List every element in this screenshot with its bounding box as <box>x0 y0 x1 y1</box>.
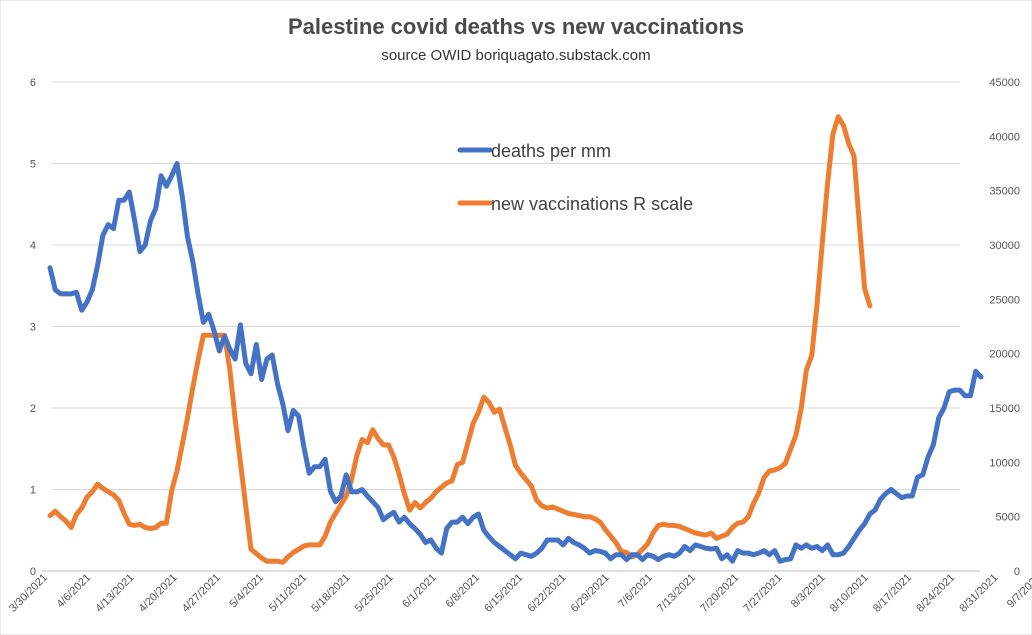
legend-label-deaths: deaths per mm <box>491 141 611 161</box>
chart-subtitle: source OWID boriquagato.substack.com <box>381 47 650 64</box>
series-line-deaths <box>47 161 984 564</box>
right-axis-tick-label: 35000 <box>989 186 1020 198</box>
left-axis-tick-label: 5 <box>30 159 36 171</box>
right-axis: 0 5000 10000 15000 20000 25000 30000 35000 40000… <box>989 77 1020 578</box>
left-axis-tick-label: 1 <box>30 485 36 497</box>
legend-label-vaccinations: new vaccinations R scale <box>491 194 693 214</box>
right-axis-tick-label: 45000 <box>989 77 1020 89</box>
right-axis-tick-label: 30000 <box>989 240 1020 252</box>
chart-title: Palestine covid deaths vs new vaccinatio… <box>288 14 744 39</box>
series-line-vaccinations <box>47 114 873 565</box>
left-axis-tick-label: 4 <box>30 240 36 252</box>
right-axis-tick-label: 25000 <box>989 294 1020 306</box>
right-axis-tick-label: 10000 <box>989 457 1020 469</box>
right-axis-tick-label: 5000 <box>996 512 1020 524</box>
left-axis-tick-label: 0 <box>30 566 36 578</box>
gridlines <box>52 81 960 572</box>
right-axis-tick-label: 20000 <box>989 349 1020 361</box>
right-axis-tick-label: 40000 <box>989 131 1020 143</box>
right-axis-tick-label: 15000 <box>989 403 1020 415</box>
legend: deaths per mm new vaccinations R scale <box>457 141 693 214</box>
left-axis-tick-label: 2 <box>30 403 36 415</box>
left-axis: 0 1 2 3 4 5 6 <box>30 77 36 578</box>
series <box>47 114 984 565</box>
left-axis-tick-label: 6 <box>30 77 36 89</box>
right-axis-tick-label: 0 <box>1014 566 1020 578</box>
left-axis-tick-label: 3 <box>30 322 36 334</box>
